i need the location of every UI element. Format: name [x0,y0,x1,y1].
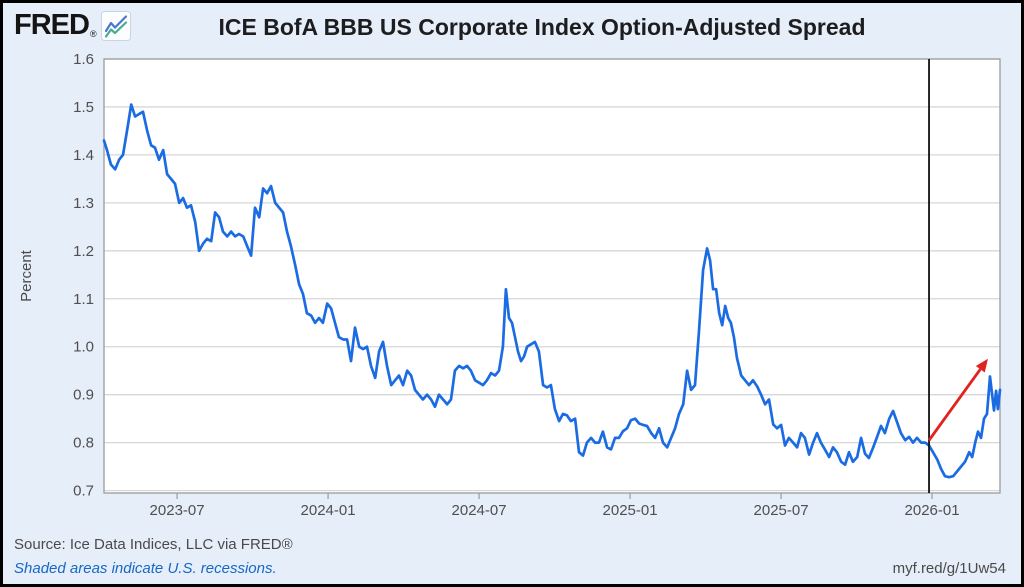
y-tick-label: 1.3 [73,195,94,212]
x-tick-label: 2026-01 [905,502,960,519]
fred-logo-chart-icon [100,10,131,41]
recession-note-link[interactable]: Shaded areas indicate U.S. recessions. [14,560,277,577]
fred-logo-text: FRED [14,9,90,41]
y-tick-label: 1.4 [73,147,94,164]
x-tick-label: 2025-01 [603,502,658,519]
x-tick-label: 2025-07 [754,502,809,519]
y-tick-label: 1.1 [73,291,94,308]
registered-mark: ® [89,29,97,39]
trend-arrow-head [975,358,988,373]
chart-title: ICE BofA BBB US Corporate Index Option-A… [218,14,866,40]
y-tick-label: 1.6 [73,51,94,68]
x-tick-label: 2024-01 [301,502,356,519]
x-tick-label: 2023-07 [150,502,205,519]
y-tick-label: 0.7 [73,483,94,500]
x-tick-label: 2024-07 [452,502,507,519]
y-tick-label: 0.8 [73,435,94,452]
source-text: Source: Ice Data Indices, LLC via FRED® [14,536,293,553]
plot-border [103,58,1001,494]
y-tick-label: 1.2 [73,243,94,260]
data-line-bbb-oas [102,103,1002,479]
plot-area [104,59,1000,493]
y-tick-label: 0.9 [73,387,94,404]
fred-logo[interactable]: FRED ® [14,9,131,42]
y-axis-title: Percent [18,249,35,302]
trend-arrow-shaft [927,368,982,442]
y-tick-label: 1.0 [73,339,94,356]
y-tick-label: 1.5 [73,99,94,116]
short-url: myf.red/g/1Uw54 [892,560,1006,577]
